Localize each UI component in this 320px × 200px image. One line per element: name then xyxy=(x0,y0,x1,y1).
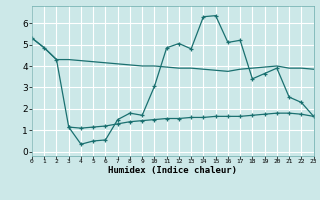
X-axis label: Humidex (Indice chaleur): Humidex (Indice chaleur) xyxy=(108,166,237,175)
